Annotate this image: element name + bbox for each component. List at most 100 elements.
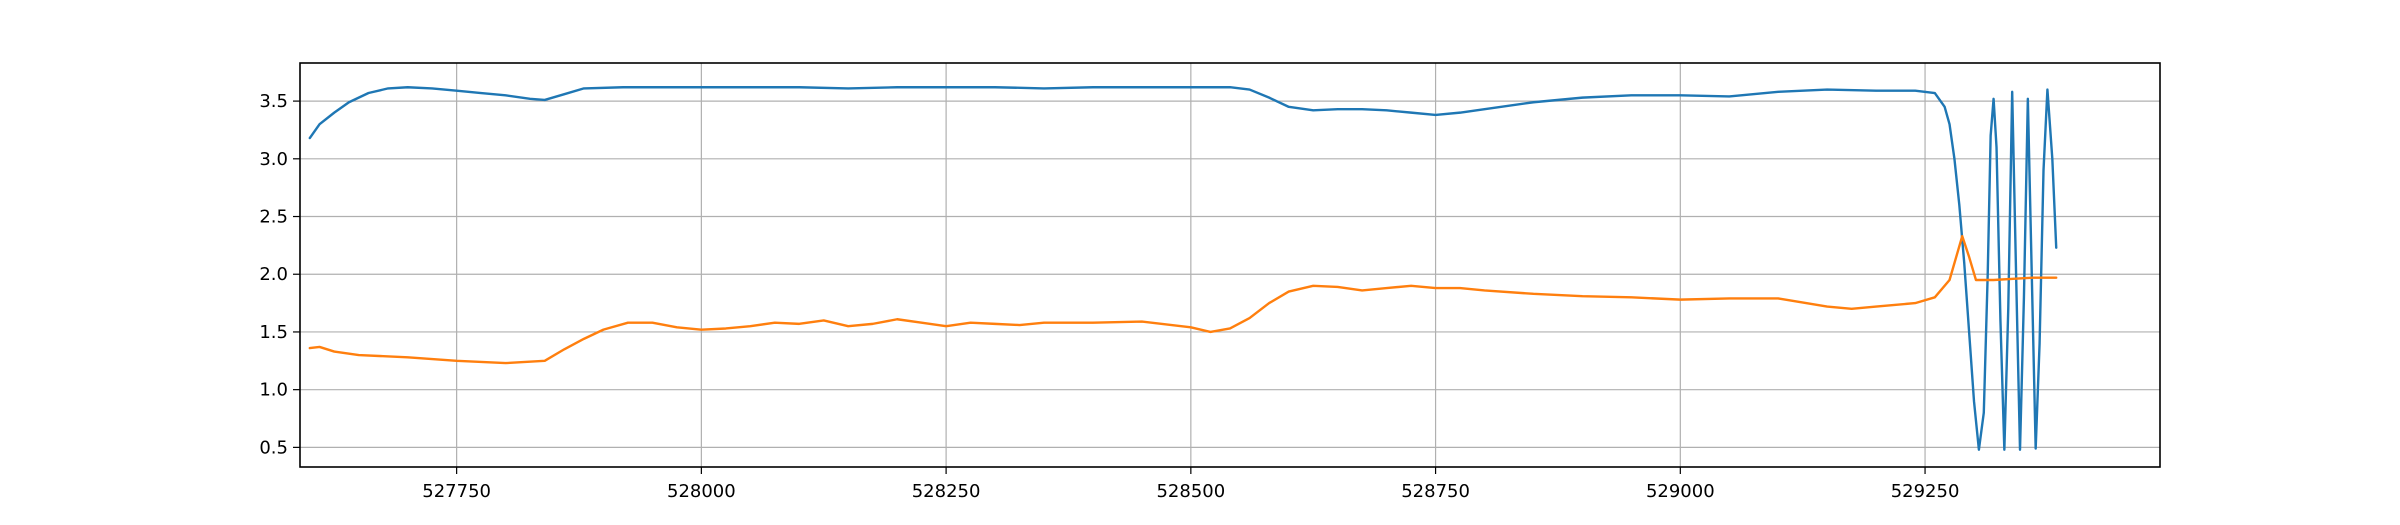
series-1 — [308, 86, 2058, 451]
series-2-point — [602, 328, 605, 331]
series-1-point — [1043, 87, 1045, 90]
series-1-point — [700, 86, 703, 89]
series-2-point — [1968, 256, 1970, 258]
y-tick-label: 1.5 — [259, 322, 288, 343]
series-1-point — [1982, 411, 1985, 414]
series-2-point — [406, 356, 409, 359]
series-2-point — [749, 325, 752, 327]
series-2-point — [2012, 278, 2014, 280]
series-2-point — [1961, 235, 1964, 237]
series-1-point — [1190, 86, 1192, 89]
series-2-point — [1934, 296, 1936, 299]
series-1-point — [455, 89, 458, 92]
series-2-point — [1777, 297, 1780, 300]
y-axis: 0.5 1.0 1.5 2.0 2.5 3.0 3.5 — [259, 91, 300, 458]
series-2-point — [1875, 305, 1877, 308]
series-2-point — [1209, 331, 1212, 333]
series-1-point — [1978, 448, 1980, 451]
series-1-point — [749, 86, 752, 89]
series-2-point — [1410, 284, 1412, 287]
series-1-point — [2055, 246, 2058, 249]
series-1-point — [563, 93, 566, 95]
series-2-point — [1229, 327, 1231, 330]
series-2-point — [773, 321, 776, 324]
series-2-point — [583, 338, 585, 340]
series-2-point — [1992, 279, 1995, 281]
series-1-point — [1934, 92, 1936, 94]
series-2-point — [1434, 287, 1437, 289]
series-1-point — [1826, 88, 1828, 91]
series-2-point — [1679, 298, 1682, 301]
series-2-point — [847, 325, 850, 327]
y-tick-label: 1.0 — [259, 380, 288, 401]
series-2-point — [333, 350, 336, 353]
y-tick-label: 0.5 — [259, 437, 288, 458]
series-1-point — [1953, 158, 1956, 160]
series-1-point — [333, 111, 336, 114]
series-2-point — [504, 362, 507, 364]
series-2-point — [1975, 279, 1977, 281]
series-2-point — [969, 321, 972, 324]
series-2-point — [945, 325, 947, 327]
series-1-point — [994, 86, 996, 89]
series-1-point — [1581, 96, 1584, 99]
series-2-point — [822, 319, 825, 322]
series-2-point — [1312, 284, 1315, 287]
series-1-point — [1989, 134, 1992, 137]
series-1-point — [1229, 86, 1231, 89]
series-2-point — [1850, 308, 1853, 310]
series-2-point — [920, 321, 923, 324]
series-1-point — [1875, 89, 1877, 92]
series-1-point — [1914, 89, 1917, 92]
series-1-point — [2007, 308, 2010, 310]
series-1-point — [504, 94, 507, 97]
series-1-point — [431, 87, 433, 90]
series-2-point — [700, 328, 703, 331]
series-2-point — [1483, 289, 1486, 292]
series-2-point — [1826, 305, 1828, 308]
series-1-point — [1312, 109, 1315, 112]
y-tick-label: 3.0 — [259, 149, 288, 170]
series-2-line — [308, 234, 2058, 365]
series-1-point — [1943, 106, 1946, 108]
grid — [300, 63, 2160, 467]
x-tick-label: 529250 — [1891, 481, 1960, 502]
series-1-point — [367, 92, 370, 94]
series-1-point — [1973, 400, 1975, 403]
series-1-point — [1141, 86, 1143, 89]
series-1-point — [847, 87, 850, 90]
y-tick-label: 3.5 — [259, 91, 288, 112]
series-1-point — [1992, 97, 1995, 100]
series-1-point — [480, 92, 482, 94]
series-2-point — [1385, 287, 1388, 289]
plot-area — [300, 63, 2160, 467]
series-1-point — [2038, 342, 2041, 345]
series-layer — [308, 86, 2058, 451]
series-1-point — [1958, 204, 1961, 206]
series-1-point — [1679, 94, 1682, 97]
series-1-point — [1385, 109, 1388, 112]
series-1-point — [1995, 146, 1998, 149]
series-2-point — [563, 348, 566, 351]
series-2-point — [1532, 293, 1535, 295]
series-2-point — [1336, 286, 1339, 288]
series-1-point — [1268, 96, 1270, 99]
series-1-point — [1361, 108, 1363, 110]
series-1-point — [1336, 108, 1339, 110]
series-1-point — [1968, 331, 1970, 333]
series-1-point — [1777, 91, 1780, 93]
series-2-point — [318, 346, 321, 348]
series-1-point — [2019, 448, 2021, 451]
series-2-point — [1043, 321, 1045, 324]
series-1-point — [2015, 273, 2017, 276]
series-1-point — [1999, 319, 2002, 322]
x-tick-label: 528250 — [912, 481, 981, 502]
series-2-point — [455, 360, 458, 362]
series-1-point — [1728, 95, 1731, 98]
series-2-point — [543, 360, 546, 362]
series-2-point — [651, 321, 654, 324]
x-axis: 527750 528000 528250 528500 528750 529000 5292… — [422, 467, 1959, 502]
series-2-point — [1248, 317, 1251, 319]
series-2-point — [1141, 320, 1143, 323]
